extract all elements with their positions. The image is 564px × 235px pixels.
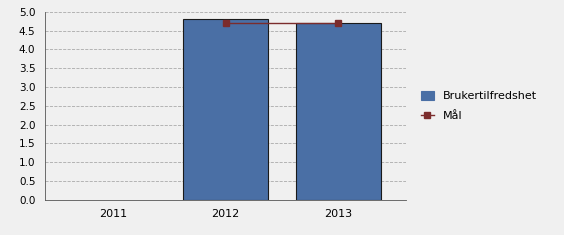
Legend: Brukertilfredshet, Mål: Brukertilfredshet, Mål	[415, 85, 543, 126]
Bar	[183, 19, 268, 200]
Bar	[296, 23, 381, 200]
